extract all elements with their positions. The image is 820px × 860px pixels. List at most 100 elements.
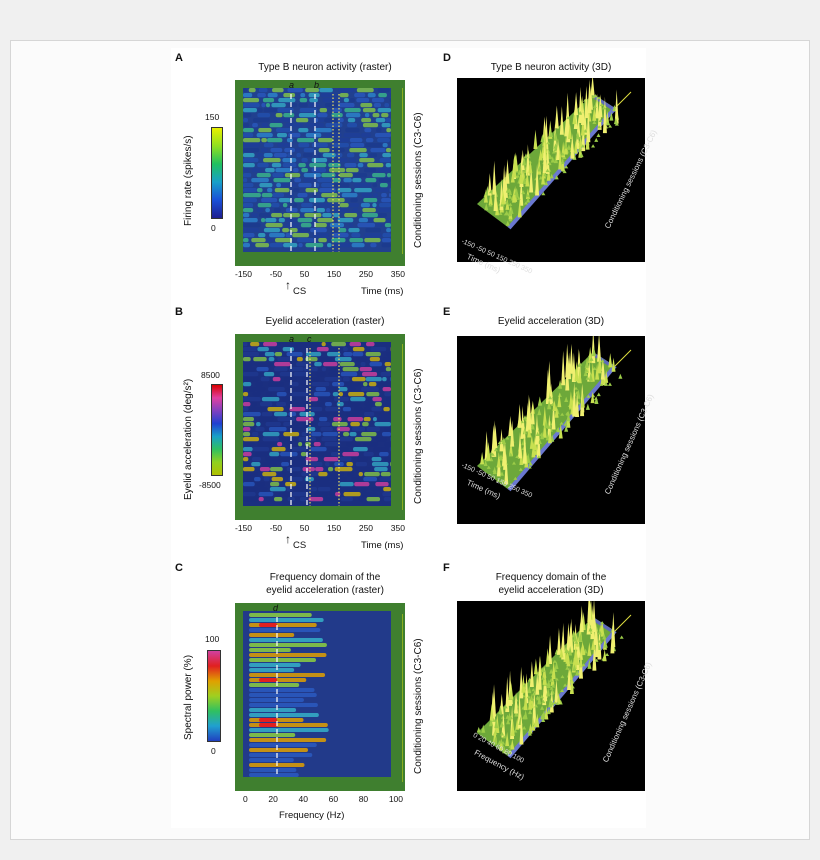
- surface-peak: [514, 691, 519, 714]
- spectral-band: [249, 613, 312, 617]
- raster-blob: [314, 412, 330, 417]
- raster-blob: [372, 113, 380, 118]
- raster-blob: [251, 178, 269, 183]
- raster-blob: [271, 213, 283, 218]
- raster-blob: [334, 397, 350, 402]
- surface-peak: [543, 173, 548, 177]
- surface-peak: [533, 658, 538, 675]
- raster-blob: [281, 462, 290, 467]
- surface-peak: [603, 381, 608, 386]
- raster-blob: [286, 218, 298, 223]
- surface-peak: [576, 636, 581, 658]
- raster-blob: [293, 372, 312, 377]
- raster-blob: [263, 153, 273, 158]
- raster-blob: [342, 407, 351, 412]
- raster-blob: [388, 193, 391, 198]
- raster-blob: [248, 88, 256, 93]
- raster-blob: [331, 158, 348, 163]
- raster-blob: [243, 203, 254, 208]
- surface-peak: [565, 360, 570, 391]
- surface-peak: [546, 679, 551, 689]
- surface-peak: [516, 196, 521, 200]
- raster-blob: [252, 392, 261, 397]
- surface-peak: [600, 359, 605, 363]
- raster-blob: [339, 93, 349, 98]
- raster-blob: [354, 407, 363, 412]
- panel-b-letter: B: [175, 306, 183, 318]
- surface-peak: [574, 640, 579, 644]
- panel-c-colorbar-max: 100: [205, 634, 220, 644]
- raster-blob: [370, 148, 386, 153]
- surface-peak: [513, 729, 518, 733]
- spectral-band: [249, 688, 315, 692]
- raster-blob: [298, 128, 309, 133]
- raster-blob: [294, 178, 302, 183]
- surface-peak: [515, 174, 520, 178]
- raster-blob: [295, 342, 307, 347]
- raster-blob: [287, 88, 303, 93]
- surface-peak: [572, 388, 577, 415]
- surface-peak: [581, 663, 586, 667]
- surface-peak: [541, 172, 546, 185]
- raster-blob: [375, 188, 389, 193]
- raster-blob: [259, 213, 271, 218]
- surface-peak: [525, 144, 530, 176]
- surface-peak: [509, 206, 514, 214]
- panel-c-session-bracket: [402, 614, 407, 782]
- surface-peak: [508, 415, 513, 436]
- surface-peak: [597, 125, 602, 129]
- raster-blob: [305, 243, 324, 248]
- raster-blob: [243, 477, 254, 482]
- surface-peak: [559, 647, 564, 658]
- panel-c-letter: C: [175, 562, 183, 574]
- surface-peak: [476, 726, 481, 733]
- panel-b-x-tick: 150: [326, 523, 342, 533]
- raster-blob: [363, 452, 374, 457]
- raster-blob: [243, 467, 255, 472]
- spectral-band: [249, 743, 317, 747]
- raster-blob: [343, 432, 350, 437]
- surface-peak: [519, 177, 524, 206]
- surface-peak: [587, 642, 592, 656]
- raster-blob: [243, 347, 257, 352]
- raster-blob: [298, 143, 310, 148]
- raster-blob: [365, 352, 381, 357]
- surface-peak: [584, 86, 589, 119]
- raster-blob: [315, 477, 330, 482]
- raster-blob: [243, 387, 257, 392]
- raster-blob: [381, 113, 389, 118]
- raster-blob: [305, 352, 322, 357]
- raster-blob: [308, 397, 319, 402]
- raster-blob: [365, 178, 377, 183]
- raster-blob: [317, 402, 324, 407]
- raster-blob: [314, 123, 325, 128]
- raster-blob: [300, 208, 315, 213]
- surface-peak: [527, 465, 532, 469]
- spectral-peak: [259, 718, 277, 722]
- raster-blob: [286, 467, 301, 472]
- raster-blob: [336, 487, 347, 492]
- raster-blob: [354, 188, 372, 193]
- surface-peak: [580, 103, 585, 125]
- raster-blob: [382, 357, 391, 362]
- raster-blob: [375, 118, 386, 123]
- raster-blob: [347, 123, 358, 128]
- raster-blob: [306, 427, 316, 432]
- raster-blob: [286, 387, 291, 392]
- panel-c-x-tick: 80: [358, 794, 369, 804]
- raster-blob: [243, 98, 260, 103]
- surface-peak: [597, 357, 602, 374]
- raster-blob: [378, 178, 391, 183]
- surface-peak: [527, 729, 532, 736]
- raster-blob: [258, 88, 268, 93]
- raster-blob: [347, 472, 354, 477]
- raster-blob: [364, 128, 372, 133]
- raster-blob: [286, 138, 293, 143]
- surface-peak: [581, 121, 586, 152]
- surface-peak: [596, 133, 601, 138]
- raster-blob: [256, 188, 263, 193]
- raster-blob: [282, 163, 297, 168]
- raster-blob: [374, 402, 382, 407]
- panel-d-3d-plot: [457, 78, 645, 262]
- surface-peak: [561, 141, 566, 158]
